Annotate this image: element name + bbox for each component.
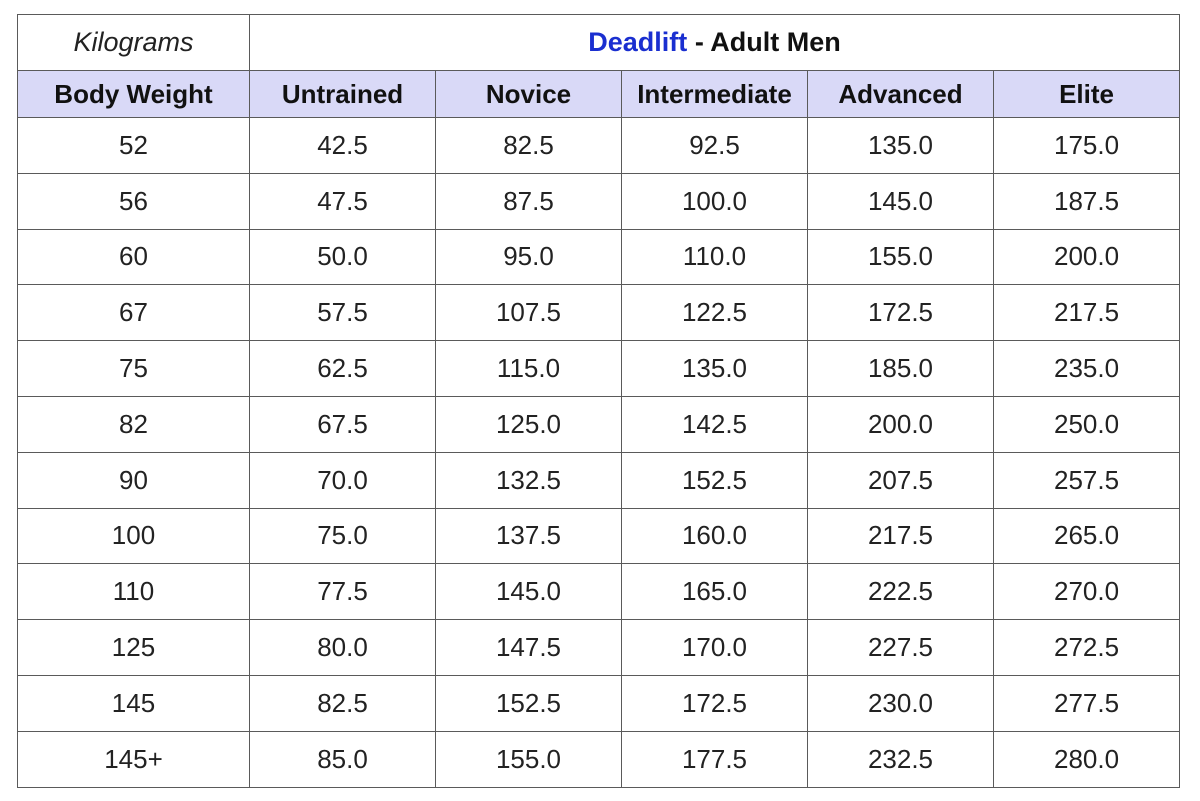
column-header: Body Weight (17, 70, 250, 118)
units-label: Kilograms (17, 14, 250, 71)
lift-cell: 135.0 (807, 117, 994, 174)
lift-cell: 217.5 (992, 284, 1181, 342)
table-row: 145+ 85.0 155.0 177.5 232.5 280.0 (17, 730, 1181, 788)
lift-cell: 50.0 (249, 228, 436, 286)
lift-cell: 155.0 (435, 730, 622, 788)
body-weight-cell: 145 (17, 674, 250, 732)
body-weight-cell: 90 (17, 451, 250, 509)
lift-cell: 165.0 (621, 563, 808, 621)
body-weight-cell: 125 (17, 619, 250, 676)
lift-cell: 175.0 (992, 117, 1181, 174)
table-body: 52 42.5 82.5 92.5 135.0 175.0 56 47.5 87.5 100.0 1… (17, 117, 1181, 788)
lift-cell: 122.5 (621, 284, 808, 342)
table-row: 75 62.5 115.0 135.0 185.0 235.0 (17, 340, 1181, 397)
lift-cell: 147.5 (435, 619, 622, 676)
lift-cell: 67.5 (249, 395, 436, 453)
table-row: 100 75.0 137.5 160.0 217.5 265.0 (17, 507, 1181, 565)
lift-cell: 75.0 (249, 507, 436, 565)
column-header: Elite (992, 70, 1181, 118)
lift-cell: 42.5 (249, 117, 436, 174)
lift-cell: 82.5 (435, 117, 622, 174)
table-row: 82 67.5 125.0 142.5 200.0 250.0 (17, 395, 1181, 453)
lift-cell: 155.0 (807, 228, 994, 286)
column-header: Novice (435, 70, 622, 118)
lift-cell: 137.5 (435, 507, 622, 565)
lift-cell: 172.5 (807, 284, 994, 342)
title-rest: - Adult Men (694, 27, 841, 57)
lift-cell: 57.5 (249, 284, 436, 342)
lift-cell: 170.0 (621, 619, 808, 676)
lift-cell: 230.0 (807, 674, 994, 732)
lift-cell: 277.5 (992, 674, 1181, 732)
table-row: 110 77.5 145.0 165.0 222.5 270.0 (17, 563, 1181, 621)
lift-cell: 227.5 (807, 619, 994, 676)
column-header: Untrained (249, 70, 436, 118)
table-row: 56 47.5 87.5 100.0 145.0 187.5 (17, 172, 1181, 230)
lift-cell: 172.5 (621, 674, 808, 732)
body-weight-cell: 145+ (17, 730, 250, 788)
lift-cell: 207.5 (807, 451, 994, 509)
lift-cell: 110.0 (621, 228, 808, 286)
column-header: Intermediate (621, 70, 808, 118)
strength-table: Kilograms Deadlift - Adult Men Body Weig… (17, 14, 1181, 788)
table-row: 145 82.5 152.5 172.5 230.0 277.5 (17, 674, 1181, 732)
lift-cell: 47.5 (249, 172, 436, 230)
body-weight-cell: 67 (17, 284, 250, 342)
table-title: Deadlift - Adult Men (248, 14, 1181, 71)
lift-cell: 257.5 (992, 451, 1181, 509)
lift-cell: 100.0 (621, 172, 808, 230)
lift-cell: 87.5 (435, 172, 622, 230)
lift-cell: 232.5 (807, 730, 994, 788)
lift-cell: 145.0 (807, 172, 994, 230)
table-row: 67 57.5 107.5 122.5 172.5 217.5 (17, 284, 1181, 342)
lift-name: Deadlift (588, 27, 688, 57)
lift-cell: 250.0 (992, 395, 1181, 453)
lift-cell: 152.5 (435, 674, 622, 732)
lift-cell: 145.0 (435, 563, 622, 621)
lift-cell: 142.5 (621, 395, 808, 453)
lift-cell: 185.0 (807, 340, 994, 397)
table-row: 90 70.0 132.5 152.5 207.5 257.5 (17, 451, 1181, 509)
lift-cell: 235.0 (992, 340, 1181, 397)
body-weight-cell: 60 (17, 228, 250, 286)
body-weight-cell: 56 (17, 172, 250, 230)
lift-cell: 77.5 (249, 563, 436, 621)
lift-cell: 200.0 (807, 395, 994, 453)
lift-cell: 70.0 (249, 451, 436, 509)
lift-cell: 95.0 (435, 228, 622, 286)
lift-cell: 125.0 (435, 395, 622, 453)
lift-cell: 265.0 (992, 507, 1181, 565)
lift-cell: 152.5 (621, 451, 808, 509)
title-row: Kilograms Deadlift - Adult Men (17, 14, 1181, 71)
lift-cell: 270.0 (992, 563, 1181, 621)
lift-cell: 217.5 (807, 507, 994, 565)
body-weight-cell: 75 (17, 340, 250, 397)
lift-cell: 92.5 (621, 117, 808, 174)
lift-cell: 160.0 (621, 507, 808, 565)
lift-cell: 222.5 (807, 563, 994, 621)
body-weight-cell: 110 (17, 563, 250, 621)
table-row: 52 42.5 82.5 92.5 135.0 175.0 (17, 117, 1181, 174)
lift-cell: 115.0 (435, 340, 622, 397)
body-weight-cell: 52 (17, 117, 250, 174)
lift-cell: 82.5 (249, 674, 436, 732)
lift-cell: 107.5 (435, 284, 622, 342)
column-header: Advanced (807, 70, 994, 118)
lift-cell: 62.5 (249, 340, 436, 397)
lift-cell: 80.0 (249, 619, 436, 676)
lift-cell: 85.0 (249, 730, 436, 788)
lift-cell: 272.5 (992, 619, 1181, 676)
table-row: 60 50.0 95.0 110.0 155.0 200.0 (17, 228, 1181, 286)
lift-cell: 135.0 (621, 340, 808, 397)
lift-cell: 280.0 (992, 730, 1181, 788)
lift-cell: 132.5 (435, 451, 622, 509)
lift-cell: 187.5 (992, 172, 1181, 230)
header-row: Body Weight Untrained Novice Intermediate Ad… (17, 70, 1181, 118)
body-weight-cell: 100 (17, 507, 250, 565)
lift-cell: 200.0 (992, 228, 1181, 286)
table-row: 125 80.0 147.5 170.0 227.5 272.5 (17, 619, 1181, 676)
lift-cell: 177.5 (621, 730, 808, 788)
body-weight-cell: 82 (17, 395, 250, 453)
